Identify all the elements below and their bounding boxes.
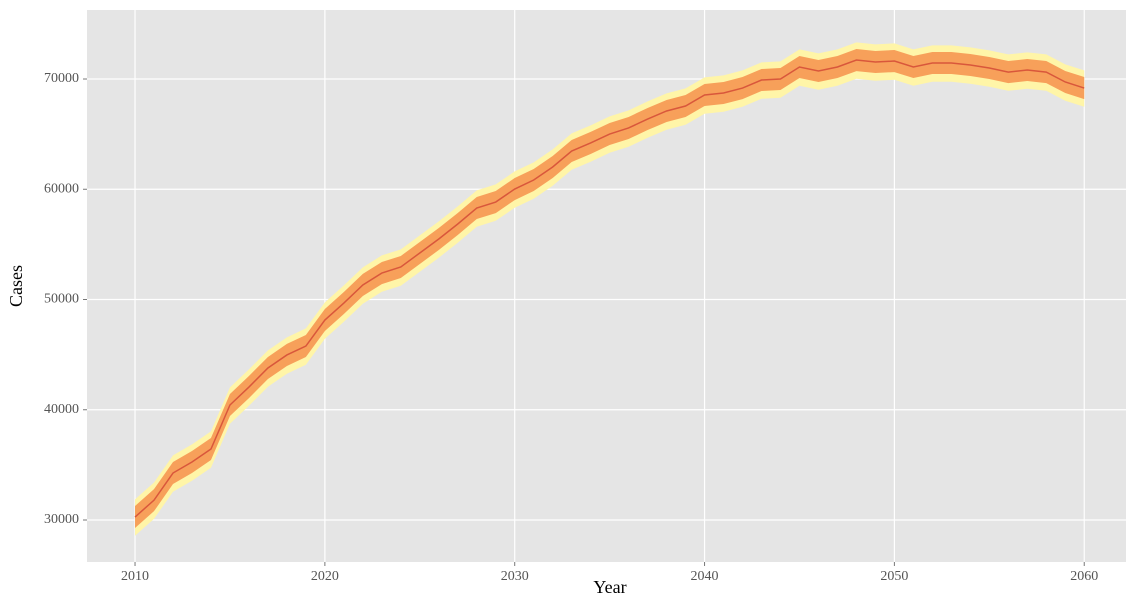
band [135, 49, 1085, 529]
x-tick-label: 2040 [691, 569, 719, 584]
x-tick-label: 2020 [311, 569, 339, 584]
y-tick-label: 60000 [44, 181, 79, 196]
y-tick-label: 70000 [44, 71, 79, 86]
x-tick-label: 2050 [880, 569, 908, 584]
y-tick-label: 40000 [44, 402, 79, 417]
median-line [134, 59, 1085, 518]
x-tick-label: 2010 [121, 569, 149, 584]
x-tick-label: 2060 [1070, 569, 1098, 584]
x-tick-label: 2030 [501, 569, 529, 584]
y-tick-label: 30000 [44, 512, 79, 527]
plot-background [87, 10, 1126, 562]
y-tick-label: 50000 [44, 292, 79, 307]
y-axis-title: Cases [6, 265, 26, 307]
x-axis-title: Year [593, 577, 626, 597]
